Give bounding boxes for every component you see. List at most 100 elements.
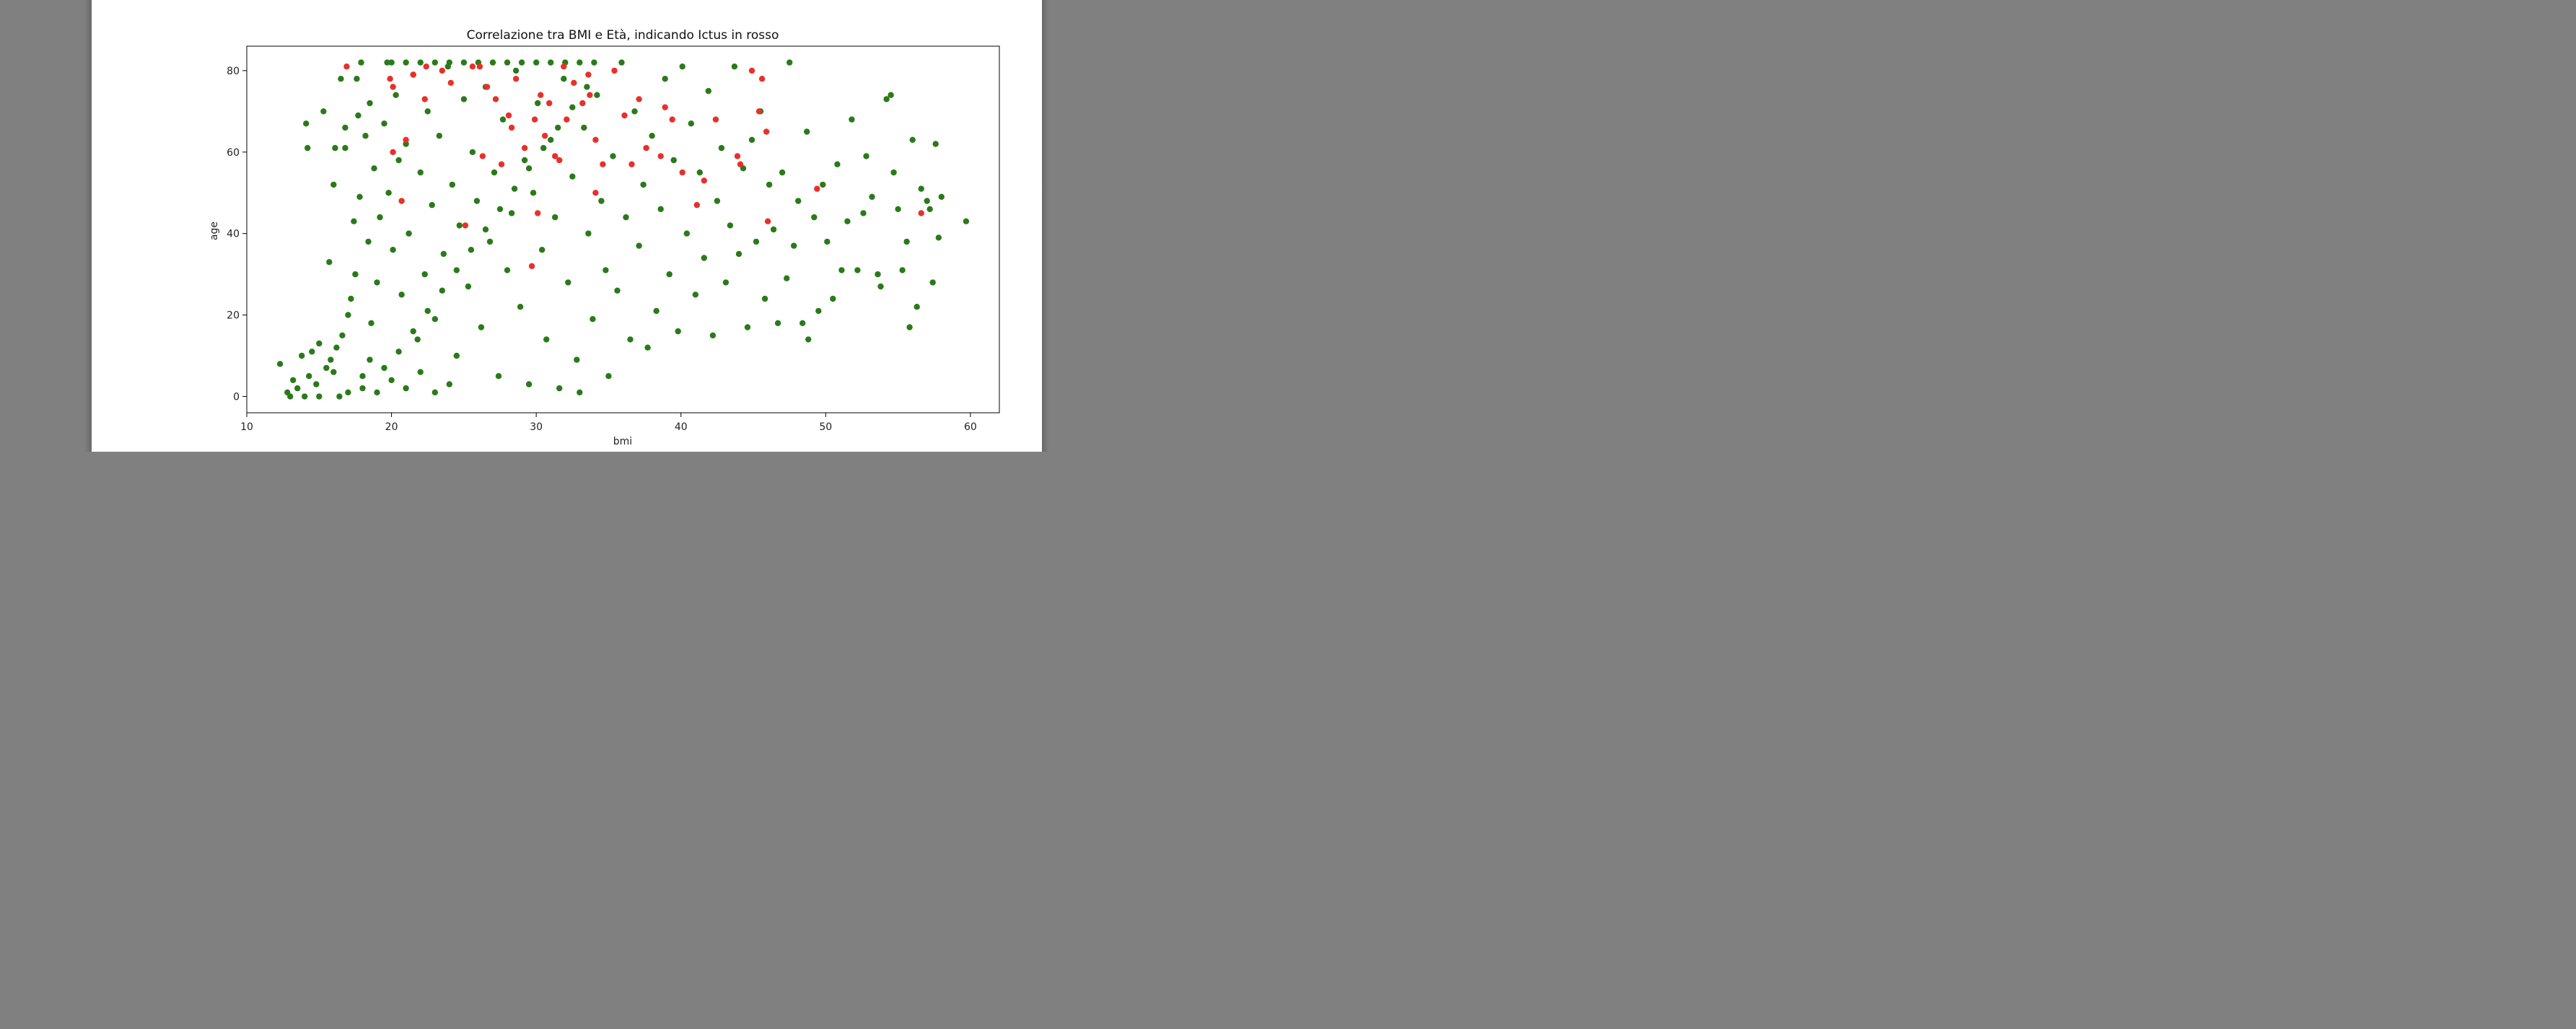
scatter-point	[518, 59, 525, 66]
scatter-point	[410, 71, 416, 78]
scatter-point	[538, 92, 544, 98]
plot-points	[276, 59, 970, 400]
scatter-point	[539, 247, 546, 253]
scatter-point	[594, 92, 600, 98]
scatter-point	[561, 76, 567, 82]
scatter-point	[374, 389, 380, 395]
scatter-point	[512, 76, 520, 82]
scatter-point	[924, 198, 930, 204]
scatter-point	[657, 206, 664, 212]
x-tick-label: 20	[385, 421, 398, 433]
screenshot-viewport: Correlazione tra BMI e Età, indicando Ic…	[0, 0, 1131, 452]
scatter-point	[574, 356, 580, 363]
scatter-point	[824, 238, 831, 245]
scatter-point	[377, 214, 383, 221]
scatter-point	[384, 59, 390, 66]
scatter-point	[492, 96, 499, 102]
scatter-point	[614, 287, 621, 294]
scatter-point	[631, 108, 638, 115]
scatter-point	[482, 226, 489, 233]
scatter-point	[577, 59, 583, 66]
scatter-point	[649, 133, 655, 139]
scatter-point	[636, 96, 642, 102]
scatter-point	[906, 324, 913, 330]
scatter-point	[535, 210, 541, 216]
scatter-point	[571, 79, 577, 87]
scatter-point	[351, 218, 357, 224]
scatter-point	[784, 275, 790, 281]
scatter-point	[316, 340, 323, 347]
scatter-point	[705, 87, 711, 95]
y-tick-label: 20	[227, 310, 240, 322]
x-tick-label: 10	[240, 421, 253, 433]
scatter-point	[505, 112, 512, 119]
scatter-point	[799, 320, 806, 326]
scatter-point	[712, 116, 719, 123]
scatter-point	[299, 352, 305, 359]
scatter-point	[469, 64, 476, 70]
scatter-point	[421, 96, 428, 102]
scatter-point	[403, 136, 409, 143]
scatter-point	[473, 198, 481, 204]
scatter-point	[753, 238, 760, 245]
scatter-point	[735, 250, 742, 258]
scatter-point	[393, 92, 399, 98]
scatter-point	[390, 149, 396, 155]
scatter-point	[342, 124, 349, 131]
scatter-point	[963, 218, 970, 224]
scatter-point	[791, 242, 797, 249]
scatter-point	[439, 67, 445, 74]
scatter-point	[342, 144, 349, 152]
scatter-point	[339, 332, 346, 338]
scatter-point	[371, 165, 377, 172]
scatter-point	[508, 210, 515, 216]
scatter-point	[830, 295, 836, 302]
scatter-point	[390, 84, 396, 90]
scatter-point	[406, 230, 412, 237]
scatter-point	[561, 64, 567, 70]
scatter-point	[343, 64, 350, 70]
scatter-point	[895, 206, 901, 212]
scatter-point	[918, 185, 924, 192]
scatter-point	[540, 144, 547, 152]
y-tick-label: 40	[227, 229, 240, 240]
scatter-point	[718, 144, 725, 152]
scatter-point	[657, 153, 664, 159]
scatter-point	[918, 210, 924, 216]
scatter-point	[486, 238, 494, 245]
scatter-point	[504, 267, 511, 273]
scatter-point	[731, 64, 738, 70]
scatter-point	[456, 222, 463, 229]
scatter-point	[688, 121, 694, 127]
scatter-point	[914, 304, 920, 310]
scatter-point	[748, 136, 755, 143]
scatter-point	[587, 92, 593, 98]
scatter-point	[556, 157, 563, 164]
scatter-point	[403, 59, 409, 66]
scatter-point	[643, 144, 649, 152]
scatter-point	[446, 59, 452, 66]
scatter-point	[468, 247, 475, 253]
scatter-point	[600, 161, 606, 167]
scatter-point	[447, 79, 454, 87]
scatter-point	[525, 165, 533, 172]
scatter-point	[398, 198, 405, 204]
scatter-point	[543, 336, 550, 343]
scatter-point	[465, 283, 472, 290]
scatter-point	[591, 59, 597, 66]
scatter-point	[476, 64, 483, 70]
scatter-point	[355, 112, 362, 119]
y-axis: 0 20 40 60 80	[227, 66, 247, 403]
scatter-point	[618, 59, 625, 66]
scatter-point	[469, 149, 476, 155]
scatter-point	[439, 287, 445, 294]
scatter-point	[417, 169, 424, 176]
scatter-point	[820, 181, 826, 188]
scatter-point	[535, 100, 541, 107]
chart-title: Correlazione tra BMI e Età, indicando Ic…	[467, 28, 779, 43]
y-tick-label: 60	[227, 147, 240, 159]
scatter-point	[569, 173, 576, 180]
scatter-point	[675, 328, 681, 335]
scatter-point	[354, 76, 360, 82]
scatter-point	[294, 385, 301, 392]
